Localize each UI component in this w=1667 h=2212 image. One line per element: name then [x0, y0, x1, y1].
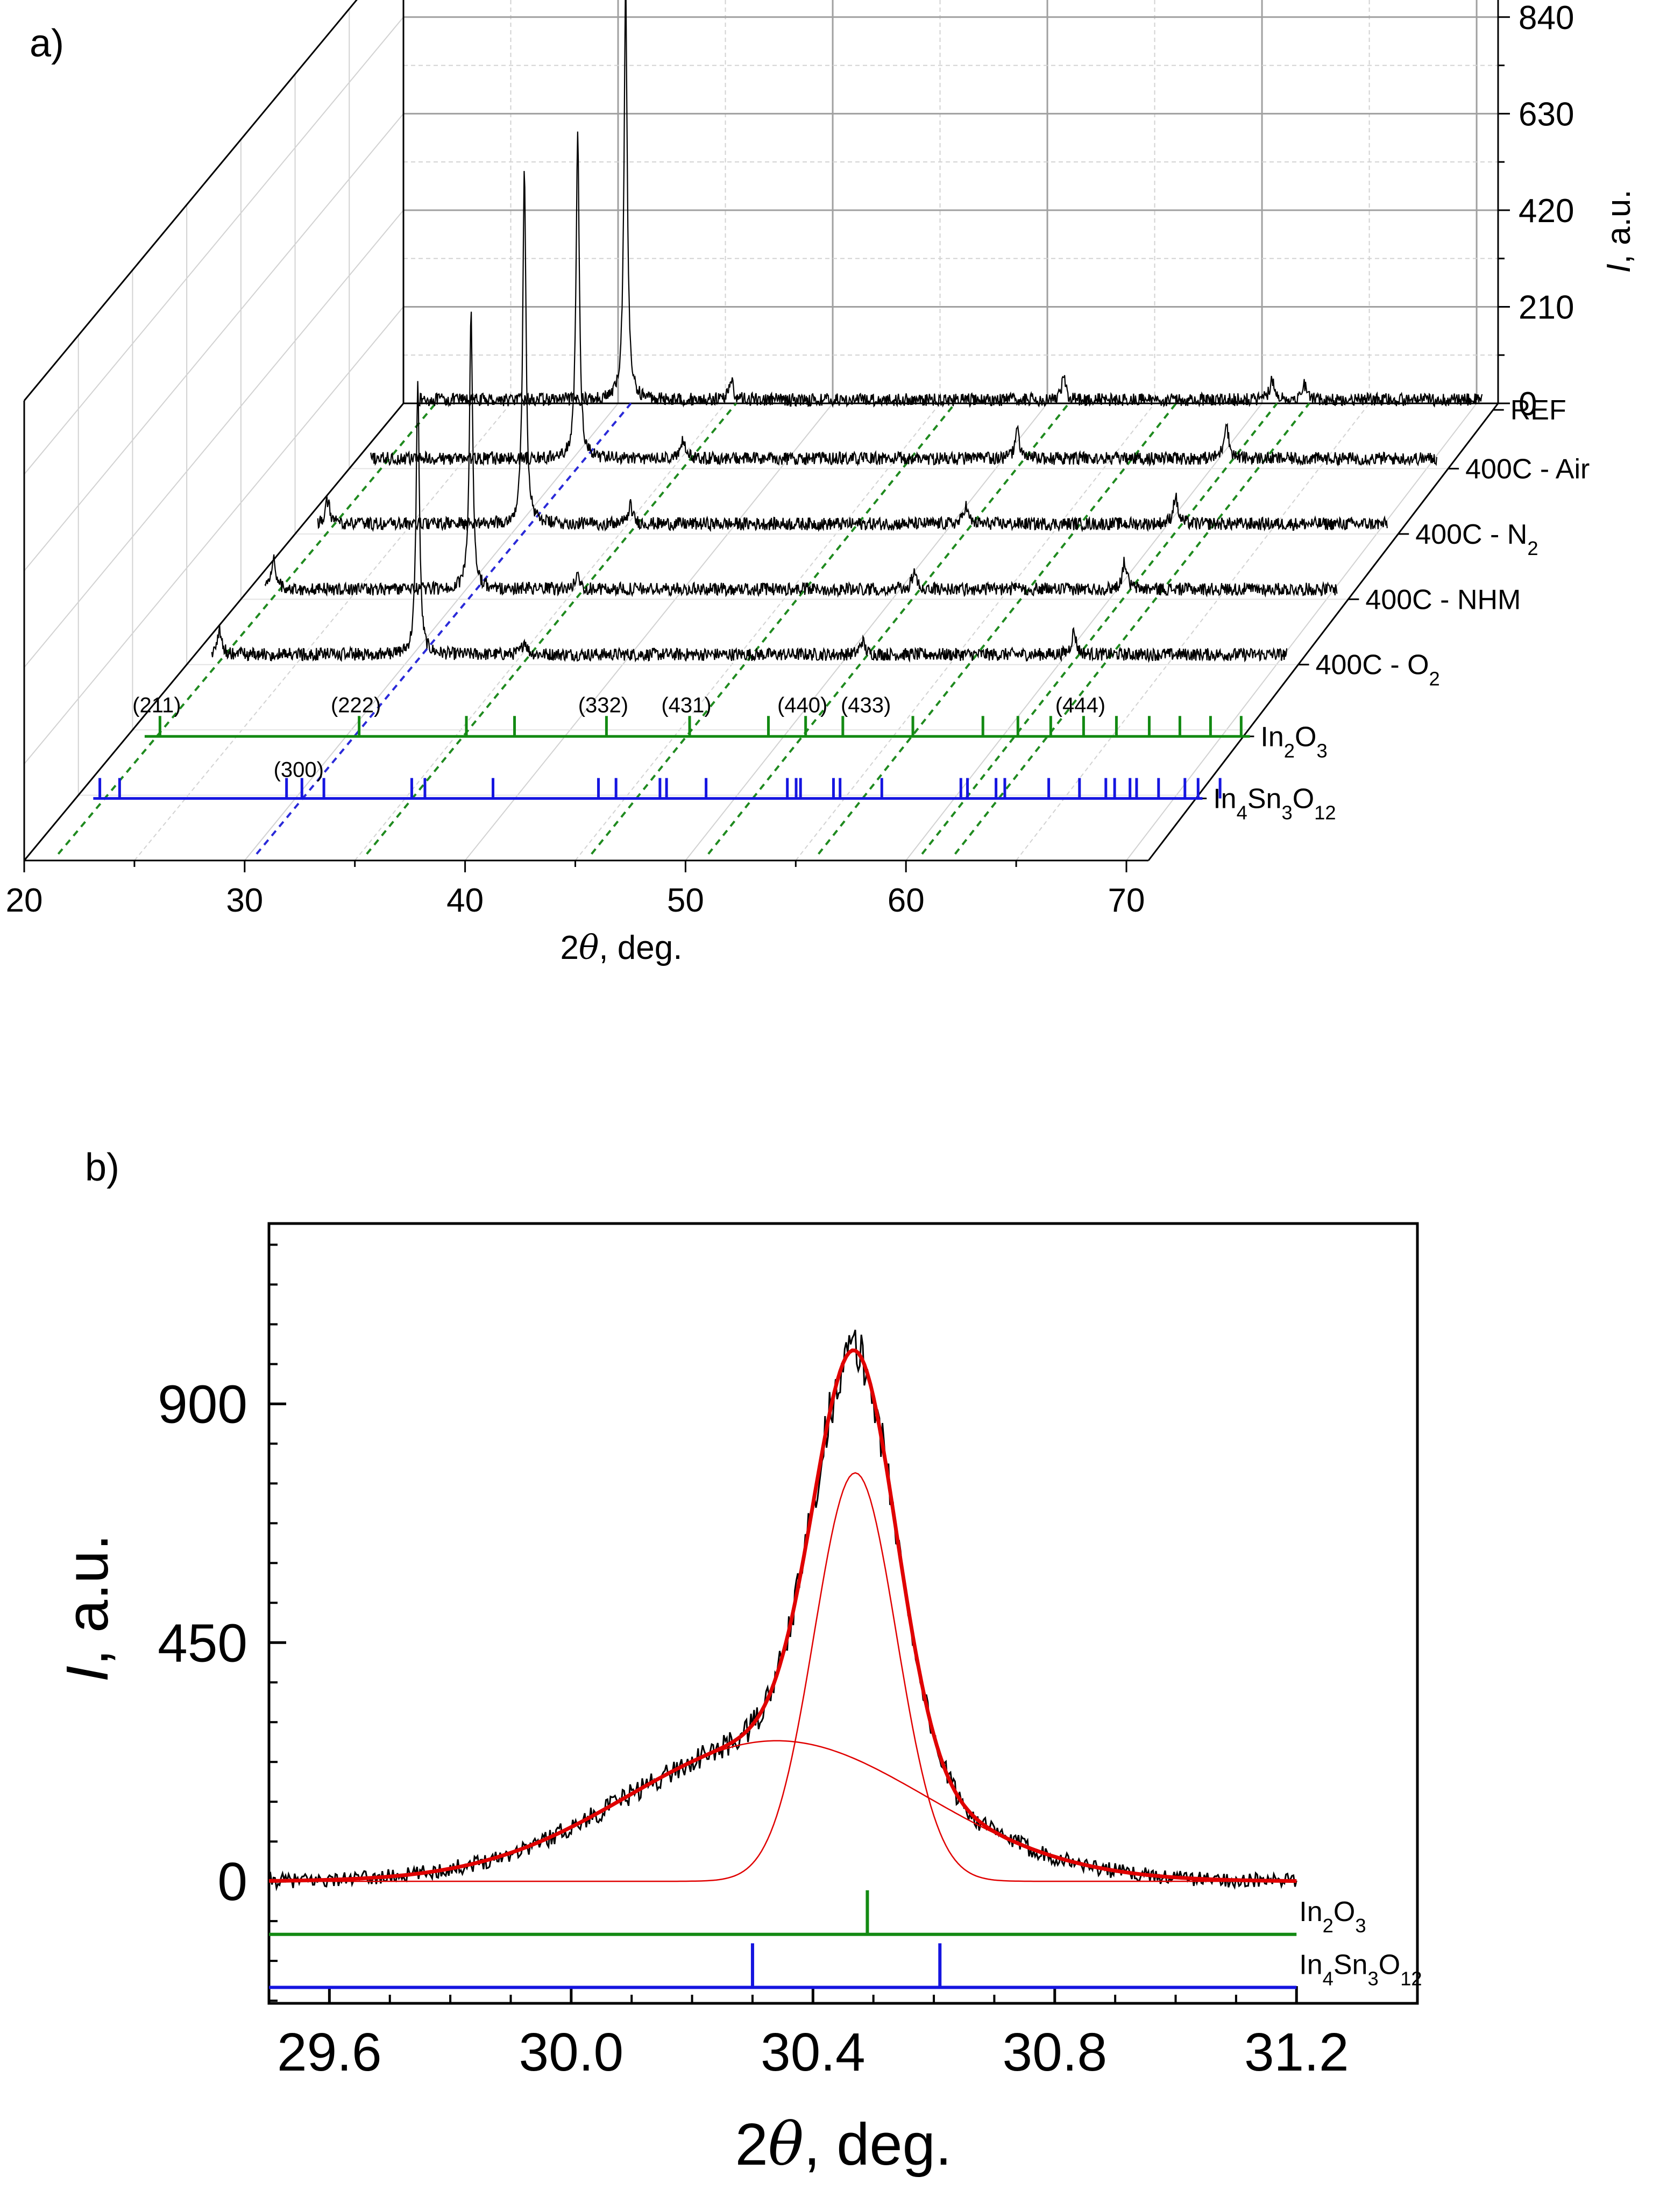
green-guide-line	[57, 402, 437, 855]
x-tick-label: 30.4	[761, 2022, 866, 2082]
panel-b-label: b)	[85, 1146, 119, 1189]
z-tick-label: 210	[1519, 289, 1574, 326]
panel-b: b) 29.6 30.0 30.4 30.8 31.2 0 450 900 In2O3 In4S…	[54, 1146, 1422, 2179]
y-tick-label: 450	[158, 1613, 247, 1673]
series-label-3: 400C - N2	[1415, 519, 1538, 559]
frame-edge	[23, 0, 358, 401]
frame-edge	[23, 403, 405, 861]
x-tick-label: 29.6	[277, 2022, 382, 2082]
series-label-4: 400C - NHM	[1365, 584, 1521, 615]
green-guide-line	[591, 402, 956, 855]
green-guide-line	[954, 402, 1310, 855]
floor-grid-x	[574, 403, 941, 861]
panel-b-reference-patterns: In2O3 In4Sn3O12	[269, 1890, 1422, 1989]
panel-a: a) 20 30 40 50 60 70 0 210 420 630 840 REF 400C - A…	[6, 0, 1637, 967]
panel-a-series	[211, 0, 1483, 663]
panel-b-axes: 29.6 30.0 30.4 30.8 31.2 0 450 900	[158, 1243, 1349, 2082]
hkl-label: (211)	[132, 693, 181, 717]
y-tick-label: 0	[217, 1852, 247, 1912]
hkl-label: (431)	[661, 693, 711, 717]
floor-grid-x	[244, 403, 619, 861]
spectrum-line-2	[370, 131, 1437, 467]
reference-label-In2O3: In2O3	[1260, 721, 1327, 762]
x-tick-label: 20	[6, 882, 43, 919]
narrow-component-curve	[269, 1472, 1297, 1882]
x-tick-label: 30.8	[1002, 2022, 1107, 2082]
panel-a-z-axis-title: I, a.u.	[1600, 189, 1637, 273]
hkl-label: (433)	[841, 693, 891, 717]
panel-a-guide-lines	[57, 402, 1310, 855]
left-wall-grid-z	[24, 210, 404, 668]
y-tick-label: 900	[158, 1374, 247, 1434]
x-tick-label: 60	[888, 882, 925, 919]
hkl-label: (300)	[274, 758, 324, 782]
x-tick-label: 30	[226, 882, 263, 919]
green-guide-line	[921, 402, 1278, 855]
green-guide-line	[366, 402, 737, 855]
panel-a-labels: REF 400C - Air 400C - N2 400C - NHM 400C - O…	[132, 395, 1590, 823]
series-label-1: REF	[1510, 395, 1566, 426]
hkl-label: (440)	[777, 693, 827, 717]
panel-b-x-axis-title: 2θ, deg.	[735, 2110, 952, 2179]
hkl-label: (332)	[578, 693, 628, 717]
z-tick-label: 630	[1519, 96, 1574, 133]
floor-grid-x	[795, 403, 1155, 861]
floor-grid-x	[354, 403, 726, 861]
floor-grid-x	[1016, 403, 1370, 861]
reference-label-In2O3: In2O3	[1299, 1896, 1366, 1937]
hkl-label: (444)	[1055, 693, 1105, 717]
x-tick-label: 50	[667, 882, 704, 919]
floor-grid-x	[685, 403, 1048, 861]
panel-a-x-axis-title: 2θ, deg.	[561, 928, 683, 967]
panel-a-frame: 20 30 40 50 60 70 0 210 420 630 840	[6, 0, 1574, 919]
spectrum-line-1	[418, 0, 1483, 408]
floor-grid-x	[905, 403, 1262, 861]
frame-edge	[1147, 403, 1499, 861]
green-guide-line	[818, 402, 1177, 855]
measured-curve	[268, 1329, 1297, 1891]
z-tick-label: 420	[1519, 193, 1574, 230]
panel-a-label: a)	[30, 22, 64, 65]
floor-grid-x	[464, 403, 833, 861]
hkl-label: (222)	[331, 693, 381, 717]
spectrum-line-5	[211, 381, 1288, 663]
z-tick-label: 0	[1519, 386, 1537, 423]
x-tick-label: 40	[446, 882, 484, 919]
floor-grid-x	[134, 403, 512, 861]
z-tick-label: 840	[1519, 0, 1574, 37]
panel-a-reference-patterns	[93, 716, 1250, 800]
blue-guide-line	[256, 402, 632, 855]
spectrum-line-4	[264, 311, 1338, 598]
panel-b-plot-frame	[267, 1222, 1419, 2005]
series-label-5: 400C - O2	[1316, 650, 1440, 690]
broad-component-curve	[268, 1740, 1297, 1882]
left-wall-grid-z	[24, 113, 404, 571]
green-guide-line	[707, 402, 1070, 855]
left-wall-grid-z	[24, 17, 404, 475]
panel-b-y-axis-title: I, a.u.	[54, 1534, 120, 1682]
reference-label-In4Sn3O12: In4Sn3O12	[1213, 784, 1336, 824]
x-tick-label: 70	[1108, 882, 1145, 919]
fit-total-curve	[268, 1348, 1297, 1883]
spectrum-line-3	[317, 170, 1388, 532]
x-tick-label: 31.2	[1244, 2022, 1349, 2082]
left-wall-grid-z	[24, 306, 404, 765]
reference-label-In4Sn3O12: In4Sn3O12	[1299, 1949, 1422, 1989]
panel-b-series	[268, 1329, 1297, 1891]
series-label-2: 400C - Air	[1465, 453, 1590, 485]
x-tick-label: 30.0	[519, 2022, 624, 2082]
